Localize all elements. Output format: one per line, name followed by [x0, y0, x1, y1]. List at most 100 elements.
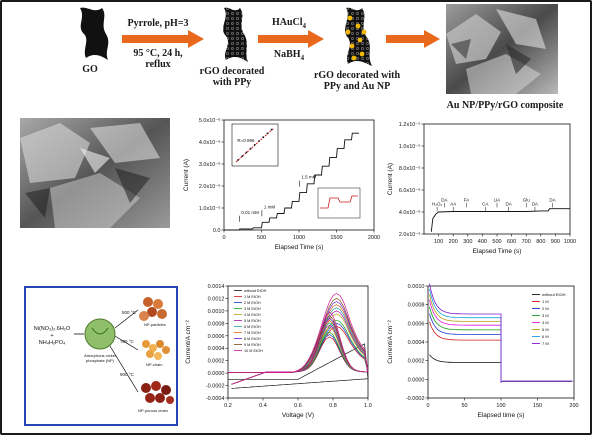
y-axis-label: Current/A cm⁻²: [387, 319, 394, 363]
step1-conditions-top: Pyrrole, pH=3: [127, 18, 189, 29]
np-center-label-2: phosphate (NP): [86, 358, 115, 363]
y-tick-label: 0.0004: [408, 340, 425, 346]
step4-label: Au NP/PPy/rGO composite: [446, 100, 564, 111]
series-line: [224, 132, 359, 231]
inset2-line: [320, 195, 358, 209]
y-tick-label: 0.0006: [208, 334, 225, 340]
x-tick-label: 700: [522, 239, 531, 245]
legend-label: 9 M EtOH: [244, 343, 261, 347]
np-precursor-2: NH₄H₂PO₄: [38, 340, 66, 346]
y-tick-label: 2.0x10⁻⁶: [199, 183, 221, 190]
inset-point: [237, 159, 239, 161]
x-axis-label: Elapsed Time (s): [275, 244, 324, 251]
y-tick-label: 0.0: [213, 228, 221, 234]
legend-label: 1 M EtOH: [244, 295, 261, 299]
x-tick-label: 1.0: [364, 403, 372, 409]
interferent-label: Glu: [523, 197, 531, 202]
np-precursor-1: Ni(NO₃)₂.6H₂O: [33, 326, 71, 332]
step2-label-2: with PPy: [212, 77, 252, 88]
interferent-label: FA: [464, 197, 470, 202]
y-tick-label: 0.0008: [208, 321, 225, 327]
y-tick-label: 1.2x10⁻⁵: [399, 121, 421, 128]
step2-reagent-top: HAuCl4: [271, 17, 307, 30]
annotation-label: 0.01 mM: [241, 210, 259, 215]
y-tick-label: 0.0010: [408, 284, 425, 290]
legend-label: 3 M: [542, 313, 549, 318]
x-tick-label: 900: [551, 239, 560, 245]
y-tick-label: 1.0x10⁻⁶: [199, 205, 221, 212]
y-tick-label: -0.0002: [206, 384, 225, 390]
plot-frame: [423, 123, 571, 235]
inset-r-label: R=0.996: [237, 138, 255, 143]
x-tick-label: 1000: [293, 235, 305, 241]
x-tick-label: 500: [257, 235, 266, 241]
interferent-label: UA: [494, 197, 500, 202]
legend-label: 5 M: [542, 327, 549, 332]
sem-image-composite: [446, 4, 558, 94]
np-temp-3: 900 °C: [120, 372, 135, 377]
y-tick-label: 4.0x10⁻⁶: [199, 139, 221, 146]
x-tick-label: 200: [569, 403, 578, 409]
np-precursor-plus: +: [50, 333, 54, 339]
np-particles-icon: [139, 297, 167, 321]
x-tick-label: 0.2: [224, 403, 232, 409]
cv-curve: [228, 326, 369, 385]
legend-label: 6 M: [542, 334, 549, 339]
np-porous-chain-icon: [141, 381, 174, 404]
np-product-2: NP-chain: [146, 362, 162, 367]
arrow-1-head: [188, 30, 204, 48]
ca-curve: [429, 283, 573, 383]
y-axis-label: Current (A): [387, 163, 394, 195]
sem-image-rgo: [20, 118, 170, 228]
y-tick-label: 0.0002: [208, 359, 225, 365]
y-tick-label: 0.0008: [408, 303, 425, 309]
y-tick-label: 5.0x10⁻⁶: [199, 117, 221, 124]
x-axis-label: Elapsed Time (s): [473, 248, 522, 255]
step3-label-2: PPy and Au NP: [323, 81, 391, 92]
legend-label: 10 M EtOH: [244, 349, 263, 353]
go-sheet-icon: [80, 7, 109, 61]
chart4-plot: 0 50 100 150 200 -0.0002 0.0000 0.0002 0.0004 0.0…: [387, 283, 579, 419]
np-product-3: NP-porous chain: [138, 408, 168, 413]
np-synthesis-inset: Ni(NO₃)₂.6H₂O + NH₄H₂PO₄ 500 °C 700 °C 9…: [24, 286, 178, 426]
y-axis-label: Current (A): [183, 159, 190, 191]
chart-interference: 100 200 300 400 500 600 700 800 900 1000 2.0x10⁻⁶ 4…: [387, 121, 576, 255]
y-tick-label: 6.0x10⁻⁶: [399, 187, 421, 194]
x-tick-label: 0.8: [329, 403, 337, 409]
interferent-label: H₂O₂: [432, 201, 442, 206]
y-tick-label: 0.0002: [408, 359, 425, 365]
legend-label: 7 M EtOH: [244, 331, 261, 335]
legend-label: 4 M EtOH: [244, 313, 261, 317]
chart1-plot: 0 500 1000 1500 2000 0.0 1.0x10⁻⁶ 2.0x10⁻⁶ 3.0x1…: [183, 117, 380, 251]
y-tick-label: 8.0x10⁻⁶: [399, 165, 421, 172]
x-tick-label: 1500: [330, 235, 342, 241]
cv-curve: [228, 293, 369, 385]
y-tick-label: 4.0x10⁻⁶: [399, 209, 421, 216]
chart-ca-ethanol: 0 50 100 150 200 -0.0002 0.0000 0.0002 0.0004 0.0…: [387, 283, 579, 419]
x-tick-label: 2000: [368, 235, 380, 241]
x-axis-label: Voltage (V): [282, 412, 314, 419]
inset-point: [241, 155, 244, 158]
x-axis-label: Elapsed time (s): [478, 412, 525, 419]
legend-label: 4 M: [542, 320, 549, 325]
interferent-label: DA: [441, 197, 447, 202]
au-nanoparticles-icon: [345, 15, 367, 61]
legend-label: without EtOH: [542, 292, 566, 297]
step2-label-1: rGO decorated: [199, 66, 265, 77]
np-inset-graphics: 500 °C 700 °C 900 °C NP-particles NP-cha…: [74, 297, 174, 413]
legend-label: 5 M EtOH: [244, 319, 261, 323]
np-precursors: Ni(NO₃)₂.6H₂O + NH₄H₂PO₄: [30, 326, 74, 347]
chart2-plot: 100 200 300 400 500 600 700 800 900 1000 2.0x10⁻⁶ 4…: [387, 121, 576, 255]
interferent-label: DA: [506, 201, 512, 206]
arrow-3-head: [424, 30, 440, 48]
x-tick-label: 0: [426, 403, 429, 409]
x-tick-label: 600: [507, 239, 516, 245]
inset-point: [249, 147, 252, 150]
x-tick-label: 100: [496, 403, 505, 409]
x-tick-label: 150: [533, 403, 542, 409]
legend-label: 1 M: [542, 299, 549, 304]
y-tick-label: 0.0004: [208, 346, 225, 352]
step1-label: GO: [82, 64, 98, 75]
rgo-ppy-sheet-icon: [223, 7, 248, 63]
y-tick-label: -0.0002: [406, 396, 425, 402]
